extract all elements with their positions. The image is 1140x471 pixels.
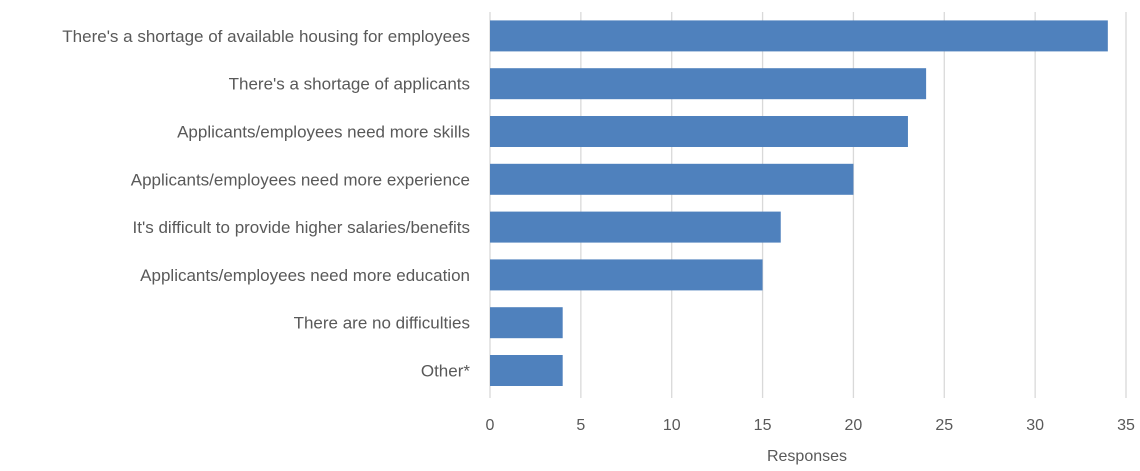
bar xyxy=(490,163,854,195)
category-label: There's a shortage of available housing … xyxy=(62,27,470,46)
bar xyxy=(490,68,927,100)
category-label: Applicants/employees need more skills xyxy=(177,122,470,141)
x-tick-label: 35 xyxy=(1117,417,1135,434)
bars xyxy=(490,20,1108,386)
x-tick-label: 25 xyxy=(935,417,953,434)
bar xyxy=(490,116,908,147)
bar xyxy=(490,20,1108,52)
bar xyxy=(490,307,563,339)
bar xyxy=(490,211,781,243)
category-label: It's difficult to provide higher salarie… xyxy=(133,218,470,237)
x-tick-labels: 0 5 10 15 20 25 30 35 xyxy=(486,417,1135,434)
x-tick-label: 15 xyxy=(754,417,772,434)
category-label: There's a shortage of applicants xyxy=(229,75,470,94)
category-label: There are no difficulties xyxy=(294,314,470,333)
category-labels: There's a shortage of available housing … xyxy=(62,27,470,381)
x-tick-label: 0 xyxy=(486,417,495,434)
x-tick-label: 5 xyxy=(576,417,585,434)
x-tick-label: 10 xyxy=(663,417,681,434)
bar xyxy=(490,355,563,386)
x-tick-label: 20 xyxy=(845,417,863,434)
category-label: Applicants/employees need more experienc… xyxy=(131,170,470,189)
category-label: Applicants/employees need more education xyxy=(140,266,470,285)
bar xyxy=(490,259,763,291)
category-label: Other* xyxy=(421,361,471,380)
x-tick-label: 30 xyxy=(1026,417,1044,434)
x-axis-title: Responses xyxy=(767,448,847,465)
